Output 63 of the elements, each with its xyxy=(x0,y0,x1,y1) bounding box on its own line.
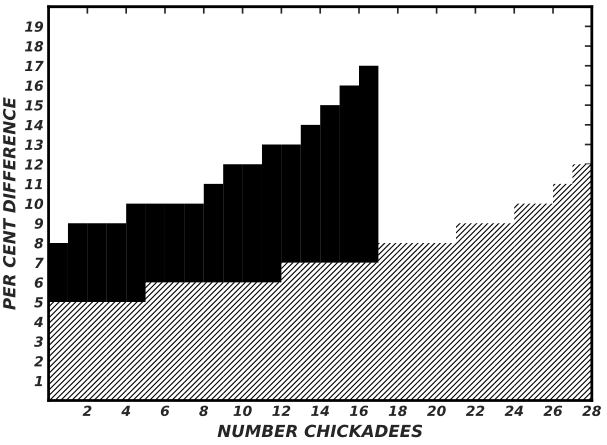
y-tick-label: 7 xyxy=(35,258,44,268)
bar xyxy=(494,223,514,400)
x-tick-label: 26 xyxy=(543,406,562,416)
y-tick-label: 15 xyxy=(24,100,43,111)
bar xyxy=(300,262,320,400)
y-tick-label: 12 xyxy=(24,159,43,170)
x-tick-label: 4 xyxy=(121,406,130,416)
bar xyxy=(534,204,554,400)
bar xyxy=(475,223,495,400)
bar xyxy=(242,282,262,400)
x-tick-label: 14 xyxy=(311,406,330,416)
y-tick-label: 11 xyxy=(24,179,42,190)
y-tick-label: 18 xyxy=(24,41,44,52)
bar xyxy=(378,242,398,400)
bar xyxy=(106,302,126,400)
y-tick-label: 19 xyxy=(24,21,44,32)
y-tick-label: 2 xyxy=(34,356,43,366)
bar xyxy=(126,302,146,400)
bar xyxy=(87,302,107,400)
y-tick-label: 14 xyxy=(24,120,43,130)
bar xyxy=(262,282,282,400)
bar xyxy=(320,262,340,400)
x-tick-label: 6 xyxy=(160,406,170,416)
bar xyxy=(572,164,592,400)
bar xyxy=(204,282,224,400)
bar xyxy=(68,302,88,400)
y-tick-label: 17 xyxy=(24,60,44,72)
bar xyxy=(456,223,476,400)
y-tick-label: 13 xyxy=(24,139,43,150)
x-tick-label: 28 xyxy=(582,406,601,416)
y-axis-title: PER CENT DIFFERENCE xyxy=(2,97,16,310)
y-tick-label: 10 xyxy=(24,198,44,210)
bar xyxy=(48,302,68,400)
y-tick-label: 16 xyxy=(24,80,44,91)
y-tick-label: 5 xyxy=(34,297,43,308)
x-tick-label: 22 xyxy=(466,406,484,416)
bar xyxy=(514,204,534,400)
y-tick-label: 1 xyxy=(34,376,42,386)
x-tick-label: 18 xyxy=(388,406,407,416)
bar xyxy=(281,262,301,400)
x-tick-label: 10 xyxy=(234,406,252,416)
bar xyxy=(340,262,359,400)
bar xyxy=(146,282,165,400)
bar xyxy=(164,282,184,400)
x-tick-label: 24 xyxy=(504,406,524,416)
y-tick-label: 8 xyxy=(34,238,44,248)
x-tick-label: 8 xyxy=(199,406,208,416)
bar xyxy=(436,242,456,400)
bar xyxy=(417,242,437,400)
y-tick-label: 6 xyxy=(34,277,44,288)
y-tick-label: 9 xyxy=(34,218,44,229)
x-tick-label: 16 xyxy=(350,406,368,416)
bar xyxy=(184,282,204,400)
x-axis-title: NUMBER CHICKADEES xyxy=(218,424,422,438)
bar xyxy=(398,242,418,400)
bar xyxy=(358,262,378,400)
x-tick-label: 2 xyxy=(82,406,92,416)
bar xyxy=(553,184,572,400)
y-tick-label: 3 xyxy=(34,336,43,347)
x-tick-label: 12 xyxy=(272,406,290,416)
x-tick-label: 20 xyxy=(427,406,446,416)
bar xyxy=(223,282,243,400)
y-tick-label: 4 xyxy=(34,316,43,328)
